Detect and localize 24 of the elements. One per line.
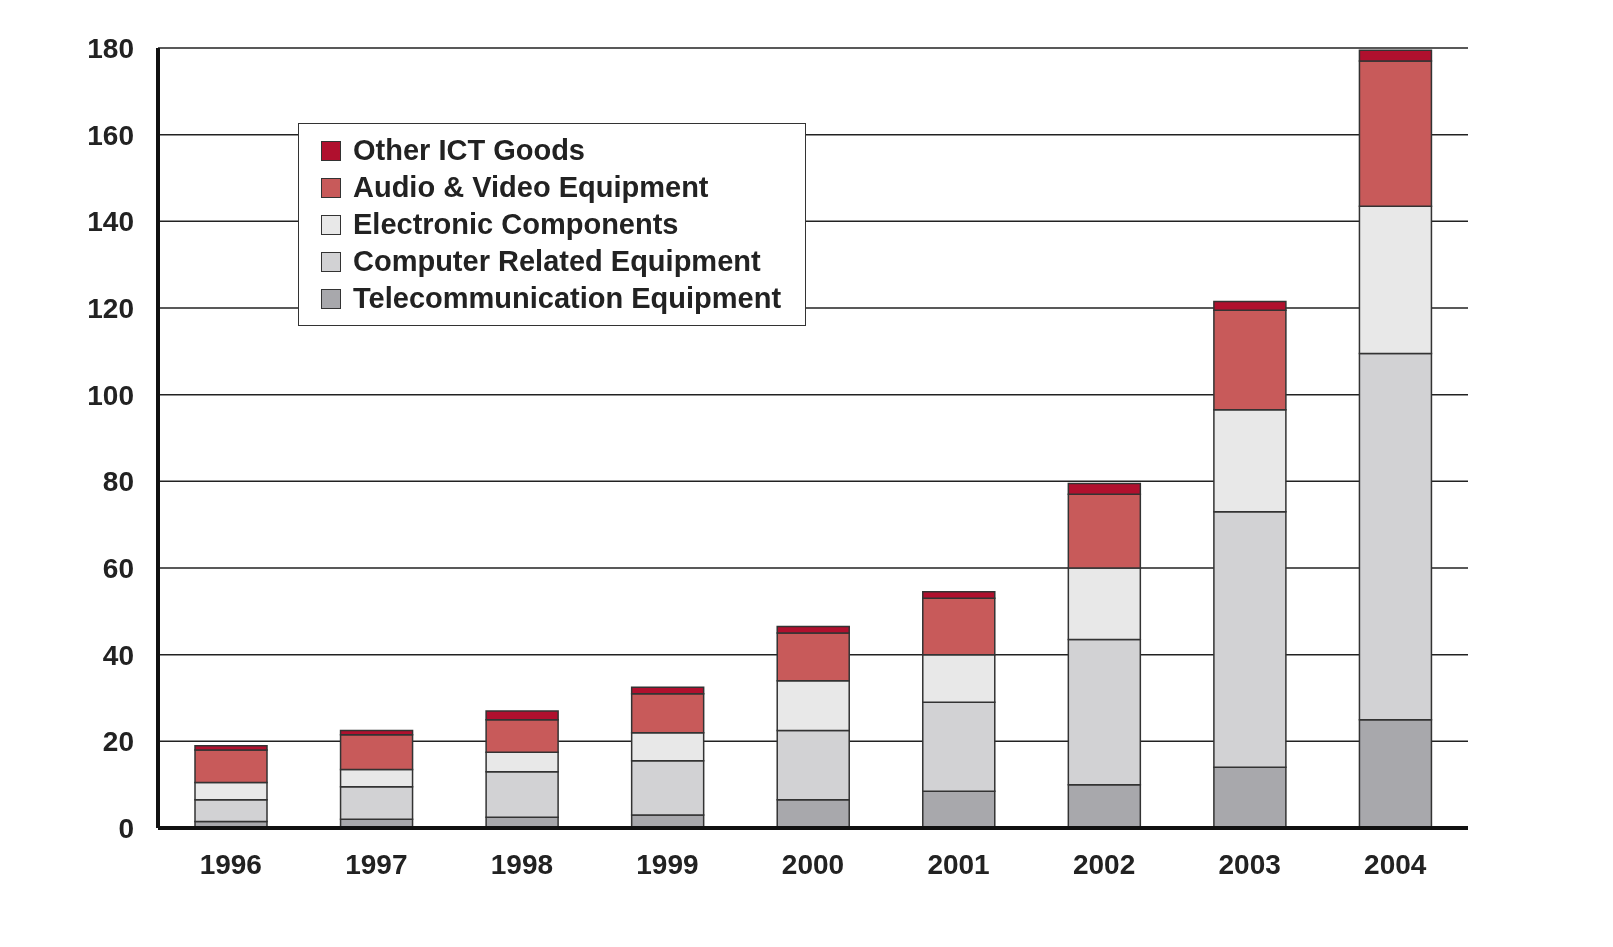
y-tick-label: 140 xyxy=(87,206,134,238)
legend-label: Telecommunication Equipment xyxy=(353,281,782,316)
x-tick-label: 2001 xyxy=(927,848,990,880)
x-tick-label: 1996 xyxy=(199,848,262,880)
x-tick-label: 1998 xyxy=(490,848,554,880)
x-tick-label: 2004 xyxy=(1364,848,1427,880)
legend-label: Computer Related Equipment xyxy=(353,244,761,279)
y-tick-label: 120 xyxy=(87,292,134,324)
y-tick-label: 0 xyxy=(118,812,134,844)
legend-label: Other ICT Goods xyxy=(353,133,585,168)
y-tick-label: 40 xyxy=(102,639,134,671)
y-tick-label: 100 xyxy=(87,379,134,411)
x-tick-label: 1997 xyxy=(345,848,408,880)
x-tick-label: 2000 xyxy=(781,848,845,880)
y-tick-label: 80 xyxy=(102,466,134,498)
y-tick-label: 60 xyxy=(102,552,134,584)
y-tick-label: 160 xyxy=(87,119,134,151)
x-tick-label: 2003 xyxy=(1218,848,1281,880)
legend-label: Electronic Components xyxy=(353,207,679,242)
x-tick-label: 1999 xyxy=(636,848,699,880)
y-tick-label: 20 xyxy=(102,726,134,758)
legend-label: Audio & Video Equipment xyxy=(353,170,709,205)
x-tick-label: 2002 xyxy=(1072,848,1136,880)
y-tick-label: 180 xyxy=(87,32,134,64)
